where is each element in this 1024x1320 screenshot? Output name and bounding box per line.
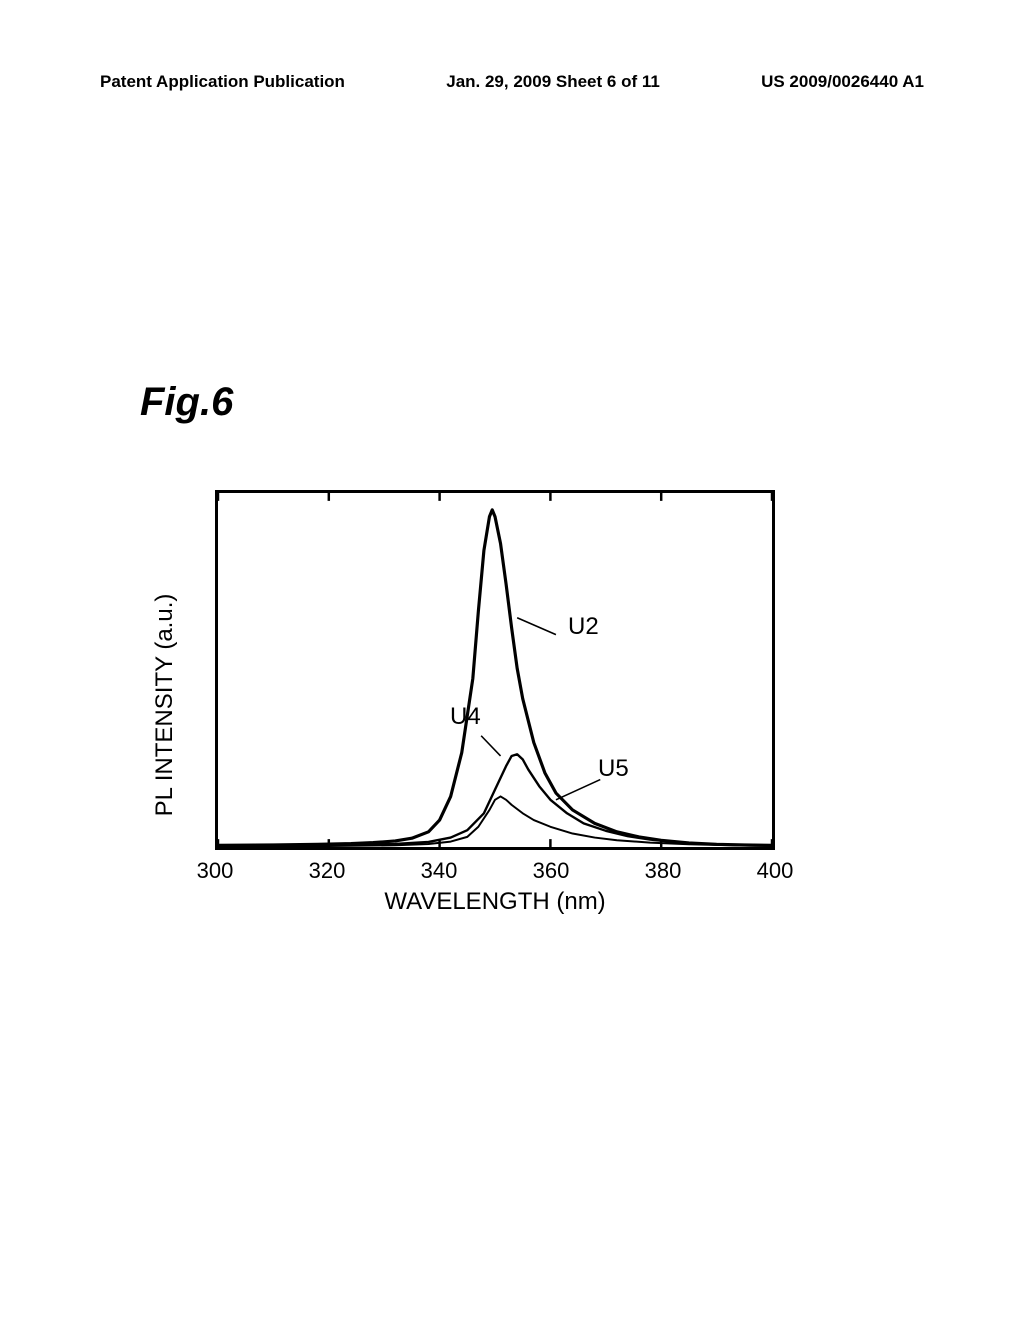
x-tick-label: 380 xyxy=(645,858,682,884)
x-tick-label: 400 xyxy=(757,858,794,884)
x-ticks: 300 320 340 360 380 400 xyxy=(215,858,775,888)
chart-svg xyxy=(218,493,772,847)
patent-header: Patent Application Publication Jan. 29, … xyxy=(0,72,1024,92)
header-center: Jan. 29, 2009 Sheet 6 of 11 xyxy=(446,72,660,92)
figure-label: Fig.6 xyxy=(140,380,233,425)
x-tick-label: 320 xyxy=(309,858,346,884)
header-right: US 2009/0026440 A1 xyxy=(761,72,924,92)
header-left: Patent Application Publication xyxy=(100,72,345,92)
plot-box: U2 U4 U5 xyxy=(215,490,775,850)
pl-intensity-chart: PL INTENSITY (a.u.) U2 U4 U5 300 320 340… xyxy=(175,490,795,920)
curve-label-u5: U5 xyxy=(598,755,629,783)
x-tick-label: 340 xyxy=(421,858,458,884)
x-axis-label: WAVELENGTH (nm) xyxy=(215,888,775,916)
curve-label-u2: U2 xyxy=(568,613,599,641)
curve-label-u4: U4 xyxy=(450,703,481,731)
y-axis-label: PL INTENSITY (a.u.) xyxy=(151,594,179,817)
x-tick-label: 360 xyxy=(533,858,570,884)
x-tick-label: 300 xyxy=(197,858,234,884)
